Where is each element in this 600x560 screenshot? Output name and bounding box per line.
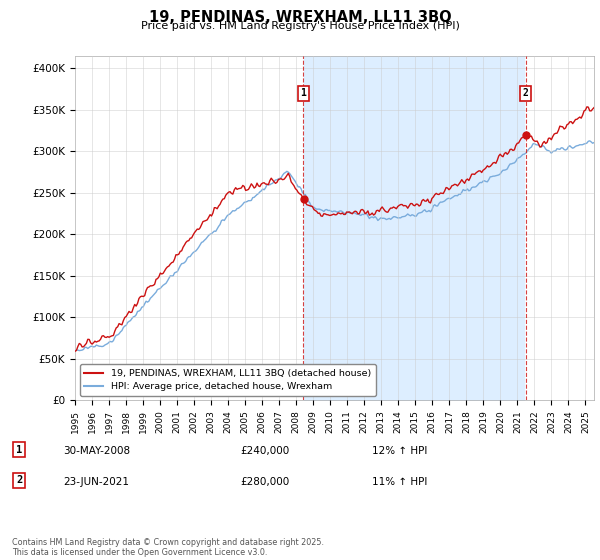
Text: 12% ↑ HPI: 12% ↑ HPI	[372, 446, 427, 456]
Text: 30-MAY-2008: 30-MAY-2008	[63, 446, 130, 456]
Text: 1: 1	[301, 88, 306, 99]
Text: Contains HM Land Registry data © Crown copyright and database right 2025.
This d: Contains HM Land Registry data © Crown c…	[12, 538, 324, 557]
Text: £280,000: £280,000	[240, 477, 289, 487]
Text: £240,000: £240,000	[240, 446, 289, 456]
Text: 23-JUN-2021: 23-JUN-2021	[63, 477, 129, 487]
Text: 2: 2	[523, 88, 529, 99]
Text: Price paid vs. HM Land Registry's House Price Index (HPI): Price paid vs. HM Land Registry's House …	[140, 21, 460, 31]
Legend: 19, PENDINAS, WREXHAM, LL11 3BQ (detached house), HPI: Average price, detached h: 19, PENDINAS, WREXHAM, LL11 3BQ (detache…	[80, 365, 376, 396]
Text: 11% ↑ HPI: 11% ↑ HPI	[372, 477, 427, 487]
Text: 1: 1	[16, 445, 22, 455]
Text: 19, PENDINAS, WREXHAM, LL11 3BQ: 19, PENDINAS, WREXHAM, LL11 3BQ	[149, 10, 451, 25]
Text: 2: 2	[16, 475, 22, 486]
